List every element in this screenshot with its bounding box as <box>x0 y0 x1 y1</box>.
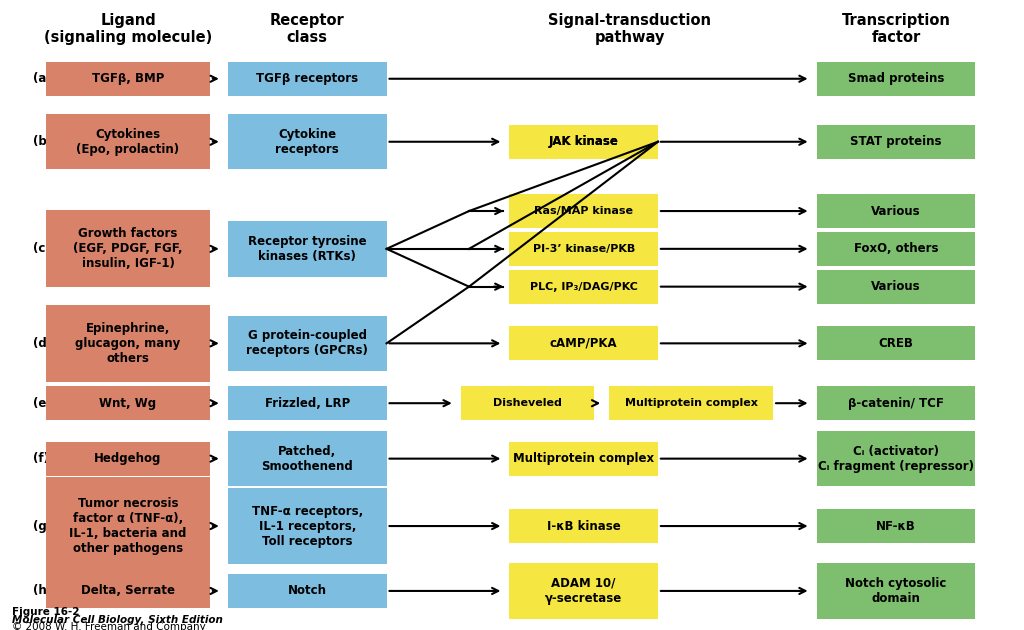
FancyBboxPatch shape <box>46 477 210 575</box>
Text: Growth factors
(EGF, PDGF, FGF,
insulin, IGF-1): Growth factors (EGF, PDGF, FGF, insulin,… <box>74 227 182 270</box>
FancyBboxPatch shape <box>46 442 210 476</box>
FancyBboxPatch shape <box>509 125 657 159</box>
FancyBboxPatch shape <box>509 326 657 360</box>
FancyBboxPatch shape <box>227 316 386 371</box>
Text: Ras/MAP kinase: Ras/MAP kinase <box>535 206 633 216</box>
FancyBboxPatch shape <box>227 431 386 486</box>
Text: Molecular Cell Biology, Sixth Edition: Molecular Cell Biology, Sixth Edition <box>12 615 223 625</box>
Text: Receptor
class: Receptor class <box>270 13 344 45</box>
Text: Hedgehog: Hedgehog <box>94 452 162 465</box>
Text: STAT proteins: STAT proteins <box>850 135 942 148</box>
FancyBboxPatch shape <box>817 563 975 619</box>
Text: I-κB kinase: I-κB kinase <box>547 520 621 532</box>
Text: Epinephrine,
glucagon, many
others: Epinephrine, glucagon, many others <box>76 322 180 365</box>
Text: Cᵢ (activator)
Cᵢ fragment (repressor): Cᵢ (activator) Cᵢ fragment (repressor) <box>818 445 974 472</box>
FancyBboxPatch shape <box>817 62 975 96</box>
Text: (h): (h) <box>33 585 52 597</box>
FancyBboxPatch shape <box>817 326 975 360</box>
FancyBboxPatch shape <box>227 221 386 277</box>
Text: (b): (b) <box>33 135 52 148</box>
FancyBboxPatch shape <box>46 386 210 420</box>
FancyBboxPatch shape <box>46 574 210 608</box>
Text: Cytokines
(Epo, prolactin): Cytokines (Epo, prolactin) <box>77 128 179 156</box>
Text: Wnt, Wg: Wnt, Wg <box>99 397 157 410</box>
FancyBboxPatch shape <box>817 431 975 486</box>
FancyBboxPatch shape <box>817 232 975 266</box>
FancyBboxPatch shape <box>509 125 657 159</box>
Text: cAMP/PKA: cAMP/PKA <box>550 337 617 350</box>
Text: (c): (c) <box>33 243 50 255</box>
FancyBboxPatch shape <box>227 488 386 564</box>
Text: Notch: Notch <box>288 585 327 597</box>
Text: NF-κB: NF-κB <box>877 520 915 532</box>
Text: Notch cytosolic
domain: Notch cytosolic domain <box>846 577 946 605</box>
Text: G protein-coupled
receptors (GPCRs): G protein-coupled receptors (GPCRs) <box>246 329 369 357</box>
Text: TNF-α receptors,
IL-1 receptors,
Toll receptors: TNF-α receptors, IL-1 receptors, Toll re… <box>252 505 362 547</box>
FancyBboxPatch shape <box>817 386 975 420</box>
Text: TGFβ receptors: TGFβ receptors <box>256 72 358 85</box>
FancyBboxPatch shape <box>509 563 657 619</box>
Text: CREB: CREB <box>879 337 913 350</box>
Text: Cytokine
receptors: Cytokine receptors <box>275 128 339 156</box>
Text: Various: Various <box>871 280 921 293</box>
Text: Disheveled: Disheveled <box>493 398 562 408</box>
Text: JAK kinase: JAK kinase <box>549 135 618 148</box>
Text: PLC, IP₃/DAG/PKC: PLC, IP₃/DAG/PKC <box>529 282 638 292</box>
FancyBboxPatch shape <box>227 114 386 169</box>
Text: Transcription
factor: Transcription factor <box>842 13 950 45</box>
Text: Multiprotein complex: Multiprotein complex <box>625 398 758 408</box>
FancyBboxPatch shape <box>509 232 657 266</box>
Text: © 2008 W. H. Freeman and Company: © 2008 W. H. Freeman and Company <box>12 622 206 630</box>
Text: (g): (g) <box>33 520 52 532</box>
Text: Smad proteins: Smad proteins <box>848 72 944 85</box>
Text: Figure 16-2: Figure 16-2 <box>12 607 80 617</box>
Text: (a): (a) <box>33 72 51 85</box>
FancyBboxPatch shape <box>461 386 594 420</box>
FancyBboxPatch shape <box>46 62 210 96</box>
Text: JAK kinase: JAK kinase <box>549 135 618 148</box>
FancyBboxPatch shape <box>509 442 657 476</box>
Text: (f): (f) <box>33 452 49 465</box>
FancyBboxPatch shape <box>227 386 386 420</box>
FancyBboxPatch shape <box>817 194 975 228</box>
FancyBboxPatch shape <box>509 270 657 304</box>
FancyBboxPatch shape <box>46 210 210 287</box>
Text: Receptor tyrosine
kinases (RTKs): Receptor tyrosine kinases (RTKs) <box>248 235 367 263</box>
Text: Tumor necrosis
factor α (TNF-α),
IL-1, bacteria and
other pathogens: Tumor necrosis factor α (TNF-α), IL-1, b… <box>70 497 186 555</box>
FancyBboxPatch shape <box>46 114 210 169</box>
Text: (e): (e) <box>33 397 51 410</box>
FancyBboxPatch shape <box>609 386 773 420</box>
Text: (d): (d) <box>33 337 52 350</box>
Text: Patched,
Smoothenend: Patched, Smoothenend <box>261 445 353 472</box>
Text: PI-3’ kinase/PKB: PI-3’ kinase/PKB <box>532 244 635 254</box>
FancyBboxPatch shape <box>227 62 386 96</box>
FancyBboxPatch shape <box>46 305 210 382</box>
Text: ADAM 10/
γ-secretase: ADAM 10/ γ-secretase <box>545 577 623 605</box>
Text: Various: Various <box>871 205 921 217</box>
Text: β-catenin/ TCF: β-catenin/ TCF <box>848 397 944 410</box>
FancyBboxPatch shape <box>227 574 386 608</box>
Text: Ligand
(signaling molecule): Ligand (signaling molecule) <box>44 13 212 45</box>
Text: FoxO, others: FoxO, others <box>854 243 938 255</box>
Text: Signal-transduction
pathway: Signal-transduction pathway <box>548 13 712 45</box>
Text: Delta, Serrate: Delta, Serrate <box>81 585 175 597</box>
Text: Frizzled, LRP: Frizzled, LRP <box>264 397 350 410</box>
FancyBboxPatch shape <box>509 509 657 543</box>
FancyBboxPatch shape <box>817 270 975 304</box>
FancyBboxPatch shape <box>509 194 657 228</box>
FancyBboxPatch shape <box>817 125 975 159</box>
Text: Multiprotein complex: Multiprotein complex <box>513 452 654 465</box>
Text: TGFβ, BMP: TGFβ, BMP <box>92 72 164 85</box>
FancyBboxPatch shape <box>817 509 975 543</box>
